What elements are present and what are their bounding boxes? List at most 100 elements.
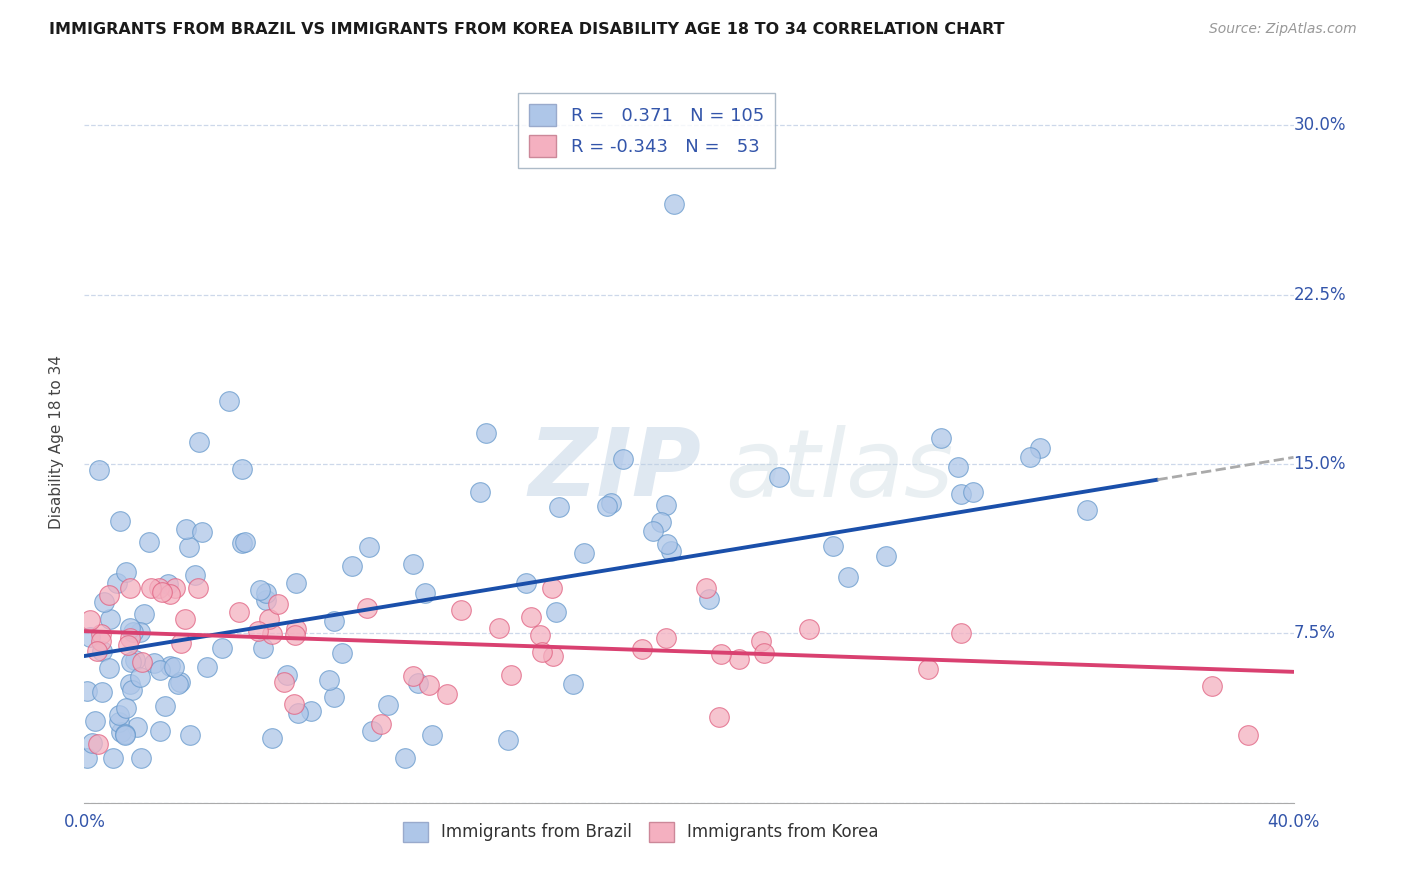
Text: 22.5%: 22.5% — [1294, 285, 1346, 304]
Point — [488, 621, 510, 635]
Point — [436, 687, 458, 701]
Point — [149, 723, 172, 738]
Point — [97, 588, 120, 602]
Point — [170, 636, 193, 650]
Point — [377, 698, 399, 713]
Legend: Immigrants from Brazil, Immigrants from Korea: Immigrants from Brazil, Immigrants from … — [396, 815, 886, 848]
Point — [318, 673, 340, 687]
Point — [121, 682, 143, 697]
Point — [139, 582, 162, 596]
Point — [188, 434, 211, 449]
Point — [231, 536, 253, 550]
Point — [76, 750, 98, 764]
Point — [120, 631, 142, 645]
Point — [159, 658, 181, 673]
Point — [519, 610, 541, 624]
Point — [142, 656, 165, 670]
Point — [950, 626, 973, 640]
Point — [450, 603, 472, 617]
Point — [117, 638, 139, 652]
Point — [562, 677, 585, 691]
Text: Source: ZipAtlas.com: Source: ZipAtlas.com — [1209, 22, 1357, 37]
Point — [541, 648, 564, 663]
Point — [655, 498, 678, 512]
Text: atlas: atlas — [725, 425, 953, 516]
Point — [768, 470, 790, 484]
Point — [155, 699, 177, 714]
Point — [252, 641, 274, 656]
Point — [600, 496, 623, 510]
Point — [356, 600, 378, 615]
Point — [406, 676, 429, 690]
Point — [710, 647, 733, 661]
Point — [187, 582, 209, 596]
Point — [837, 570, 859, 584]
Point — [97, 661, 120, 675]
Point — [134, 607, 156, 621]
Point — [125, 720, 148, 734]
Point — [370, 716, 392, 731]
Point — [179, 728, 201, 742]
Point — [574, 546, 596, 560]
Point — [114, 727, 136, 741]
Point — [420, 728, 443, 742]
Point — [360, 723, 382, 738]
Point — [262, 731, 284, 745]
Point — [131, 656, 153, 670]
Point — [166, 676, 188, 690]
Text: ZIP: ZIP — [529, 425, 702, 516]
Point — [962, 484, 984, 499]
Point — [749, 633, 772, 648]
Point — [322, 615, 344, 629]
Y-axis label: Disability Age 18 to 34: Disability Age 18 to 34 — [49, 354, 63, 529]
Point — [176, 522, 198, 536]
Point — [235, 535, 257, 549]
Point — [84, 714, 107, 728]
Point — [254, 593, 277, 607]
Point — [799, 622, 821, 636]
Point — [129, 625, 152, 640]
Point — [709, 710, 731, 724]
Point — [148, 582, 170, 596]
Point — [643, 524, 665, 538]
Point — [90, 627, 112, 641]
Point — [1018, 450, 1040, 465]
Point — [118, 622, 141, 636]
Point — [283, 697, 305, 711]
Point — [257, 612, 280, 626]
Point — [108, 514, 131, 528]
Point — [727, 651, 749, 665]
Point — [79, 613, 101, 627]
Point — [191, 524, 214, 539]
Point — [249, 582, 271, 597]
Point — [267, 597, 290, 611]
Point — [357, 540, 380, 554]
Point — [169, 674, 191, 689]
Point — [655, 632, 678, 646]
Point — [1201, 679, 1223, 693]
Point — [129, 669, 152, 683]
Point — [695, 582, 717, 596]
Point — [107, 715, 129, 730]
Point — [129, 750, 152, 764]
Point — [531, 645, 554, 659]
Point — [650, 516, 672, 530]
Point — [402, 558, 425, 572]
Text: 7.5%: 7.5% — [1294, 624, 1336, 642]
Point — [529, 628, 551, 642]
Point — [697, 591, 720, 606]
Point — [418, 678, 440, 692]
Point — [299, 704, 322, 718]
Point — [929, 431, 952, 445]
Point — [468, 484, 491, 499]
Point — [662, 197, 685, 211]
Point — [752, 646, 775, 660]
Point — [115, 701, 138, 715]
Point — [946, 459, 969, 474]
Point — [612, 451, 634, 466]
Point — [284, 622, 307, 636]
Point — [496, 732, 519, 747]
Point — [156, 576, 179, 591]
Point — [821, 539, 844, 553]
Point — [114, 566, 136, 580]
